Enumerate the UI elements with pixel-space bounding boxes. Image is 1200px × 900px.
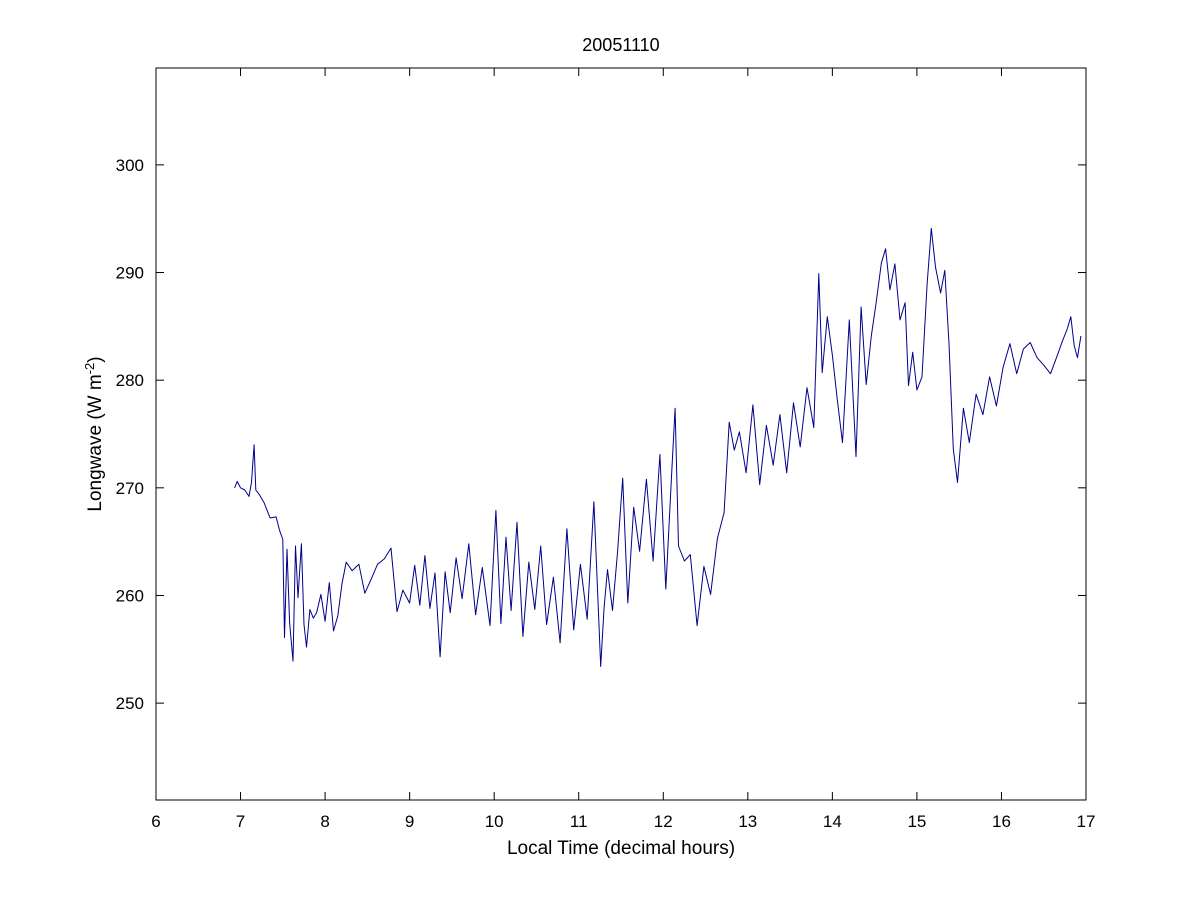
x-tick-label: 12 xyxy=(654,812,673,831)
x-tick-label: 8 xyxy=(320,812,329,831)
x-tick-label: 17 xyxy=(1077,812,1096,831)
x-tick-label: 13 xyxy=(738,812,757,831)
y-axis-label-superscript: -2 xyxy=(82,363,97,375)
plot-area xyxy=(155,67,1087,801)
y-tick-label: 280 xyxy=(116,371,144,390)
y-axis: 250 260 270 280 290 300 xyxy=(116,156,1086,713)
chart-title: 20051110 xyxy=(582,35,659,55)
series-line-1 xyxy=(234,227,1082,667)
y-tick-label: 290 xyxy=(116,264,144,283)
y-tick-label: 250 xyxy=(116,694,144,713)
y-axis-label-close: ) xyxy=(85,356,106,362)
x-tick-label: 16 xyxy=(992,812,1011,831)
plot-frame xyxy=(155,67,1087,801)
x-tick-label: 7 xyxy=(236,812,245,831)
y-tick-label: 260 xyxy=(116,586,144,605)
x-tick-label: 6 xyxy=(151,812,160,831)
x-axis-label: Local Time (decimal hours) xyxy=(507,838,735,859)
y-tick-label: 270 xyxy=(116,479,144,498)
x-axis: 6 7 8 9 10 11 12 13 14 15 16 17 xyxy=(151,68,1095,831)
x-tick-label: 10 xyxy=(485,812,504,831)
x-tick-label: 11 xyxy=(570,812,588,831)
y-axis-label: Longwave (W m-2) xyxy=(82,356,106,511)
x-tick-label: 9 xyxy=(405,812,414,831)
y-tick-label: 300 xyxy=(116,156,144,175)
x-tick-label: 15 xyxy=(907,812,926,831)
y-axis-label-main: Longwave (W m xyxy=(85,374,106,511)
x-tick-label: 14 xyxy=(823,812,842,831)
